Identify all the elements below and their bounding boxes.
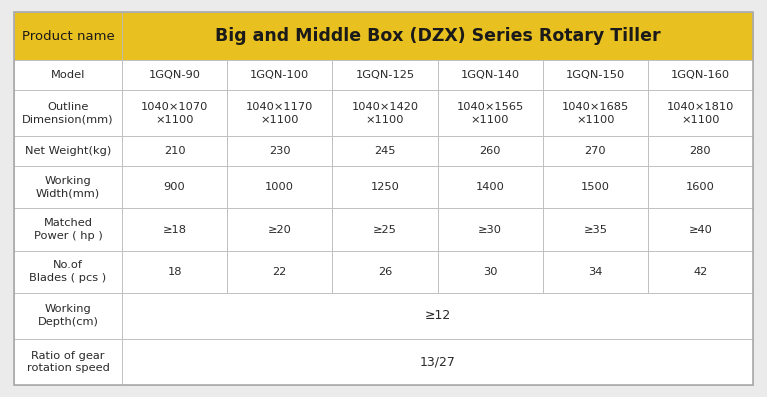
Bar [122, 12, 753, 60]
Text: ≥18: ≥18 [163, 225, 186, 235]
Bar [14, 60, 122, 90]
Bar [332, 136, 437, 166]
Bar [14, 208, 122, 251]
Bar [14, 166, 122, 208]
Text: ≥40: ≥40 [689, 225, 713, 235]
Bar [122, 90, 227, 136]
Text: 1040×1685
×1100: 1040×1685 ×1100 [561, 102, 629, 125]
Bar [543, 136, 648, 166]
Text: No.of
Blades ( pcs ): No.of Blades ( pcs ) [29, 260, 107, 283]
Text: 1500: 1500 [581, 182, 610, 193]
Text: 18: 18 [167, 267, 182, 277]
Text: 900: 900 [163, 182, 186, 193]
Text: Outline
Dimension(mm): Outline Dimension(mm) [22, 102, 114, 125]
Bar [227, 208, 332, 251]
Bar [122, 293, 753, 339]
Text: 1GQN-160: 1GQN-160 [671, 70, 730, 80]
Text: 1GQN-150: 1GQN-150 [565, 70, 625, 80]
Bar [437, 251, 543, 293]
Bar [437, 136, 543, 166]
Text: Big and Middle Box (DZX) Series Rotary Tiller: Big and Middle Box (DZX) Series Rotary T… [215, 27, 660, 45]
Bar [648, 166, 753, 208]
Text: 1040×1170
×1100: 1040×1170 ×1100 [246, 102, 314, 125]
Text: 1600: 1600 [686, 182, 715, 193]
Text: 30: 30 [483, 267, 497, 277]
Bar [648, 136, 753, 166]
Text: ≥30: ≥30 [478, 225, 502, 235]
Text: Working
Width(mm): Working Width(mm) [36, 176, 100, 199]
Text: ≥20: ≥20 [268, 225, 291, 235]
Bar [332, 90, 437, 136]
Bar [332, 60, 437, 90]
Bar [122, 60, 227, 90]
Bar [543, 208, 648, 251]
Text: 22: 22 [272, 267, 287, 277]
Bar [14, 293, 122, 339]
Text: 1000: 1000 [265, 182, 295, 193]
Text: Matched
Power ( hp ): Matched Power ( hp ) [34, 218, 102, 241]
Bar [122, 251, 227, 293]
Bar [437, 90, 543, 136]
Text: 1400: 1400 [476, 182, 505, 193]
Text: 245: 245 [374, 146, 396, 156]
Bar [437, 60, 543, 90]
Bar [122, 136, 227, 166]
Text: 1GQN-100: 1GQN-100 [250, 70, 309, 80]
Text: 13/27: 13/27 [420, 355, 456, 368]
Bar [227, 60, 332, 90]
Bar [14, 90, 122, 136]
Text: Product name: Product name [21, 29, 114, 42]
Text: ≥25: ≥25 [373, 225, 397, 235]
Bar [227, 90, 332, 136]
Text: 260: 260 [479, 146, 501, 156]
Text: Working
Depth(cm): Working Depth(cm) [38, 304, 98, 327]
Bar [227, 251, 332, 293]
Text: Ratio of gear
rotation speed: Ratio of gear rotation speed [27, 351, 110, 373]
Bar [332, 166, 437, 208]
Text: 1040×1810
×1100: 1040×1810 ×1100 [667, 102, 734, 125]
Bar [648, 251, 753, 293]
Text: 280: 280 [690, 146, 711, 156]
Bar [332, 251, 437, 293]
Bar [437, 208, 543, 251]
Bar [14, 12, 122, 60]
Bar [122, 339, 753, 385]
Text: 1GQN-90: 1GQN-90 [149, 70, 201, 80]
Text: 42: 42 [693, 267, 707, 277]
Bar [543, 60, 648, 90]
Bar [14, 339, 122, 385]
Bar [648, 208, 753, 251]
Text: 1040×1565
×1100: 1040×1565 ×1100 [456, 102, 524, 125]
Bar [543, 251, 648, 293]
Bar [648, 90, 753, 136]
Text: 270: 270 [584, 146, 606, 156]
Text: 1040×1420
×1100: 1040×1420 ×1100 [351, 102, 419, 125]
Bar [543, 90, 648, 136]
Bar [648, 60, 753, 90]
Text: 26: 26 [378, 267, 392, 277]
Text: 1250: 1250 [370, 182, 400, 193]
Bar [14, 136, 122, 166]
Text: 210: 210 [164, 146, 186, 156]
Bar [332, 208, 437, 251]
Bar [227, 136, 332, 166]
Text: 1040×1070
×1100: 1040×1070 ×1100 [141, 102, 209, 125]
Text: Net Weight(kg): Net Weight(kg) [25, 146, 111, 156]
Text: 230: 230 [269, 146, 291, 156]
Text: ≥12: ≥12 [424, 309, 451, 322]
Text: 34: 34 [588, 267, 602, 277]
Bar [227, 166, 332, 208]
Bar [14, 251, 122, 293]
Text: Model: Model [51, 70, 85, 80]
Text: 1GQN-125: 1GQN-125 [355, 70, 414, 80]
Text: 1GQN-140: 1GQN-140 [460, 70, 520, 80]
Bar [437, 166, 543, 208]
Bar [122, 208, 227, 251]
Bar [543, 166, 648, 208]
Bar [122, 166, 227, 208]
Text: ≥35: ≥35 [583, 225, 607, 235]
